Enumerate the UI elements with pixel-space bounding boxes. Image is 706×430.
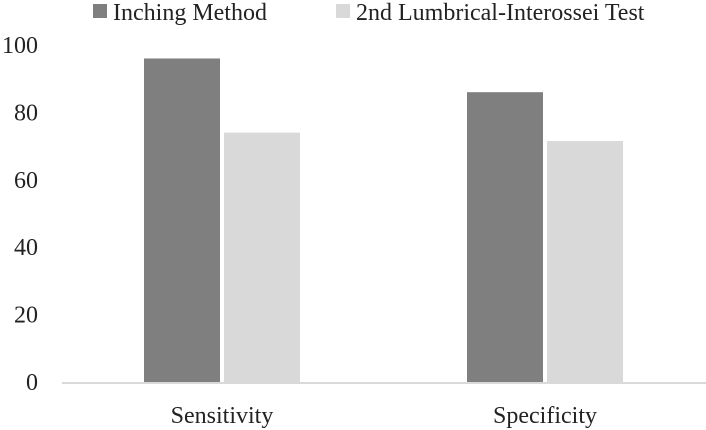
legend-swatch-series-2: [336, 4, 350, 18]
y-tick-label: 20: [14, 303, 38, 329]
bar-sensitivity-series-2: [224, 132, 300, 382]
y-tick-label: 100: [2, 33, 38, 59]
bar-specificity-series-1: [467, 92, 543, 383]
legend-label-series-2: 2nd Lumbrical-Interossei Test: [356, 0, 645, 26]
plot-area: [144, 58, 623, 383]
category-labels: Sensitivity Specificity: [171, 403, 597, 429]
y-axis: 0 20 40 60 80 100: [2, 33, 38, 396]
y-tick-label: 0: [26, 370, 38, 396]
y-tick-label: 40: [14, 235, 38, 261]
y-tick-label: 60: [14, 168, 38, 194]
legend-label-series-1: Inching Method: [113, 0, 267, 26]
bar-sensitivity-series-1: [144, 58, 220, 382]
legend-swatch-series-1: [93, 4, 107, 18]
legend: Inching Method 2nd Lumbrical-Interossei T…: [93, 0, 645, 26]
y-tick-label: 80: [14, 100, 38, 126]
category-label-sensitivity: Sensitivity: [171, 403, 274, 429]
bar-specificity-series-2: [547, 141, 623, 382]
category-label-specificity: Specificity: [493, 403, 597, 429]
